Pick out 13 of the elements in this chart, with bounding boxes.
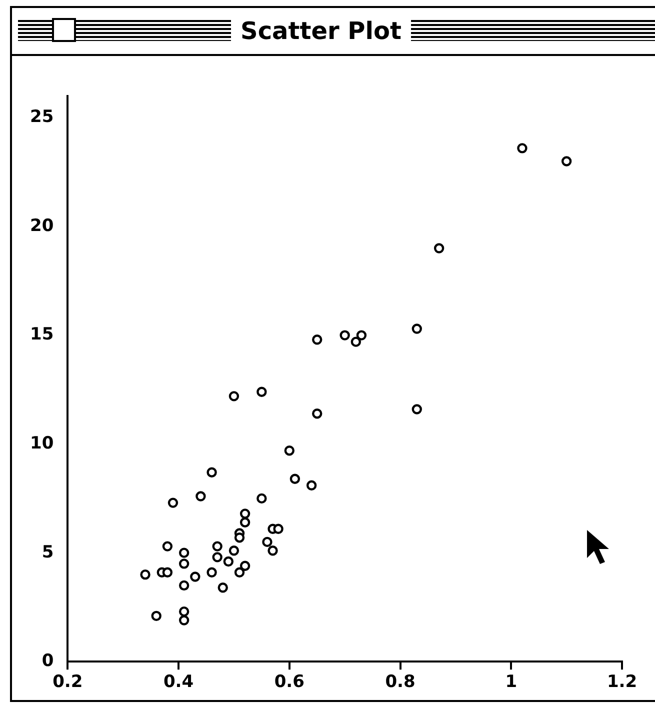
- x-tick-label: 0.8: [385, 672, 416, 692]
- x-tick-label: 1.2: [606, 672, 638, 692]
- y-tick-label: 10: [30, 433, 54, 454]
- x-tick-label: 1: [505, 672, 518, 692]
- chart-title: Scatter Plot: [230, 17, 412, 45]
- x-tick-label: 0.6: [274, 672, 304, 692]
- y-tick-label: 20: [30, 216, 54, 236]
- y-tick-label: 15: [30, 324, 54, 345]
- x-tick-label: 0.2: [52, 672, 83, 692]
- y-tick-label: 25: [30, 107, 54, 128]
- x-tick-label: 0.4: [163, 672, 194, 692]
- y-tick-label: 0: [42, 651, 54, 672]
- y-tick-label: 5: [42, 542, 54, 562]
